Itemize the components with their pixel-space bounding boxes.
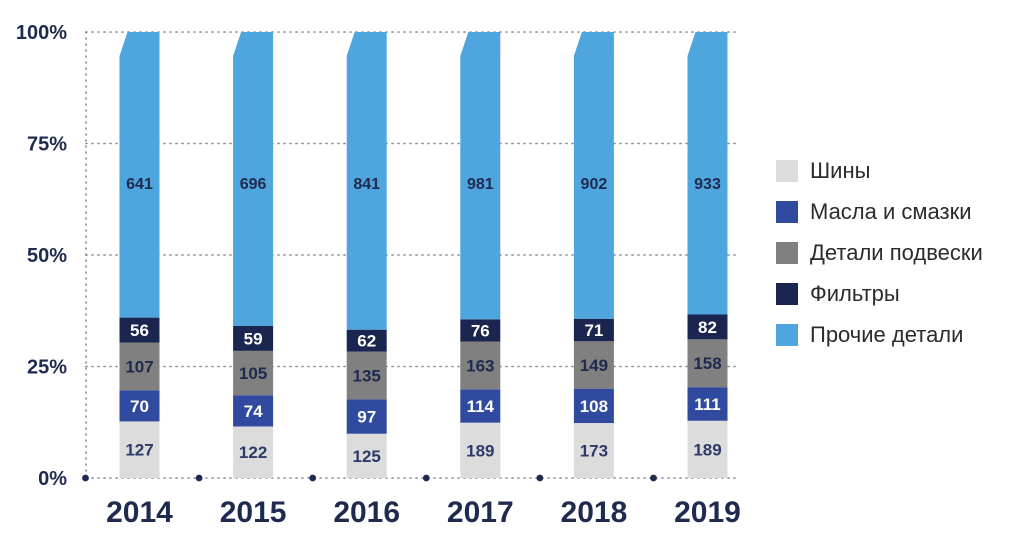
legend-swatch-oils — [776, 200, 798, 223]
data-label: 933 — [694, 176, 721, 193]
data-label: 114 — [467, 397, 495, 416]
axis-dot — [82, 474, 89, 482]
bar-segment — [233, 325, 274, 351]
data-label: 122 — [239, 443, 267, 462]
data-label: 107 — [125, 357, 153, 376]
bar-segment — [233, 395, 274, 427]
axis-dot — [650, 474, 657, 482]
y-tick-label: 100% — [16, 22, 67, 44]
data-label: 111 — [694, 395, 721, 414]
legend-label-suspension: Детали подвески — [810, 239, 983, 265]
data-label: 74 — [244, 402, 263, 421]
bar-segment — [687, 32, 728, 315]
bar-segment — [687, 339, 728, 388]
data-label: 56 — [130, 321, 149, 340]
axis-dot — [309, 474, 317, 482]
bar-segment — [573, 388, 614, 424]
data-label: 71 — [584, 321, 603, 340]
data-label: 158 — [693, 354, 721, 373]
bar-segment — [573, 341, 614, 389]
bar-segment — [687, 314, 728, 340]
bar-segment — [460, 341, 501, 390]
bar-segment — [460, 389, 501, 423]
data-label: 163 — [466, 356, 494, 375]
data-label: 981 — [467, 176, 494, 193]
data-label: 189 — [693, 440, 721, 459]
data-label: 841 — [353, 176, 380, 193]
axis-dot — [536, 474, 544, 482]
legend-label-filters: Фильтры — [810, 280, 900, 306]
x-tick-label: 2018 — [561, 496, 628, 529]
x-tick-label: 2014 — [106, 496, 173, 529]
y-tick-label: 25% — [27, 357, 67, 379]
bar-segment — [573, 32, 614, 319]
bar-segment — [460, 319, 501, 342]
y-tick-label: 50% — [27, 245, 67, 267]
x-tick-label: 2016 — [333, 496, 400, 529]
legend-label-oils: Масла и смазки — [810, 198, 972, 224]
data-label: 135 — [353, 367, 381, 386]
data-label: 189 — [466, 441, 494, 460]
data-label: 70 — [130, 397, 149, 416]
legend-swatch-other — [776, 323, 798, 346]
bar-segment — [346, 433, 387, 478]
data-label: 59 — [244, 329, 263, 348]
bar-segment — [460, 32, 501, 320]
legend-item-other: Прочие детали — [776, 314, 983, 355]
legend-swatch-filters — [776, 282, 798, 305]
data-label: 902 — [581, 176, 608, 193]
bar-segment — [573, 318, 614, 342]
bar-segment — [233, 426, 274, 478]
data-label: 82 — [698, 318, 717, 337]
legend-label-tires: Шины — [810, 157, 871, 183]
bar-segment — [460, 422, 501, 478]
data-label: 125 — [353, 447, 381, 466]
bar-segment — [119, 32, 160, 318]
bar-segment — [346, 329, 387, 352]
axis-dot — [422, 474, 430, 482]
data-label: 105 — [239, 364, 267, 383]
data-label: 97 — [357, 408, 376, 427]
y-tick-label: 0% — [38, 468, 67, 490]
bar-segment — [687, 387, 728, 421]
legend-item-tires: Шины — [776, 150, 983, 191]
x-tick-label: 2015 — [220, 496, 287, 529]
x-tick-label: 2017 — [447, 496, 514, 529]
legend-swatch-tires — [776, 159, 798, 182]
bar-segment — [233, 32, 274, 326]
data-label: 149 — [580, 356, 608, 375]
legend-item-oils: Масла и смазки — [776, 191, 983, 232]
bar-segment — [687, 420, 728, 478]
legend-swatch-suspension — [776, 241, 798, 264]
data-label: 108 — [580, 397, 608, 416]
legend: Шины Масла и смазки Детали подвески Филь… — [776, 150, 983, 355]
legend-item-suspension: Детали подвески — [776, 232, 983, 273]
data-label: 641 — [126, 176, 153, 193]
data-label: 127 — [125, 441, 153, 460]
data-label: 62 — [357, 332, 376, 351]
axis-dot — [195, 474, 203, 482]
bar-segment — [119, 421, 160, 478]
bar-segment — [346, 399, 387, 434]
legend-item-filters: Фильтры — [776, 273, 983, 314]
data-label: 76 — [471, 321, 490, 340]
bar-segment — [233, 350, 274, 396]
bar-segment — [119, 342, 160, 391]
bar-segment — [119, 317, 160, 343]
data-label: 173 — [580, 442, 608, 461]
bar-segment — [119, 390, 160, 422]
y-tick-label: 75% — [27, 134, 67, 156]
data-label: 696 — [240, 176, 267, 193]
bar-segment — [346, 32, 387, 330]
legend-label-other: Прочие детали — [810, 321, 964, 347]
bar-segment — [346, 351, 387, 400]
x-tick-label: 2019 — [674, 496, 741, 529]
bar-segment — [573, 423, 614, 478]
